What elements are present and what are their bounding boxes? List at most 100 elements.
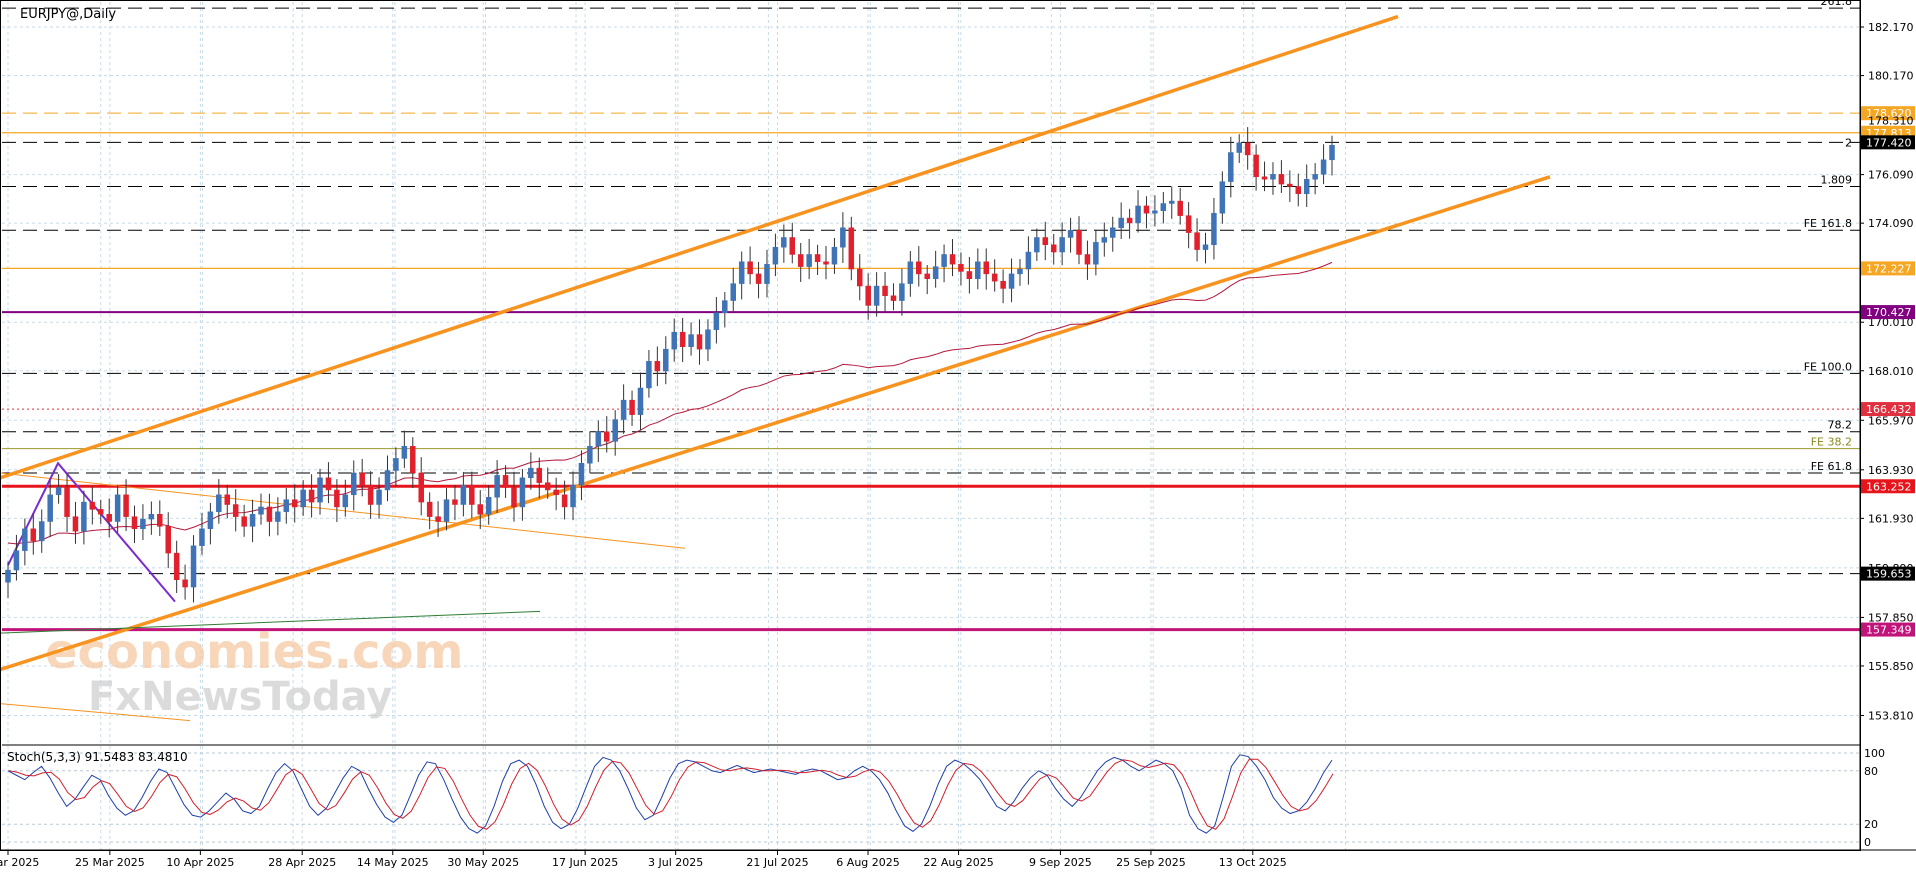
candle (570, 484, 576, 508)
candle (738, 261, 745, 284)
candle (544, 482, 551, 491)
candle (393, 458, 399, 471)
candle (511, 487, 517, 508)
candle (351, 472, 357, 496)
date-tick-label: 30 May 2025 (447, 856, 519, 869)
candle (258, 506, 264, 515)
level-label: 261.8 (1821, 0, 1853, 8)
price-tag-label: 170.427 (1866, 306, 1912, 319)
candle (359, 472, 365, 486)
candle (1067, 229, 1074, 238)
candle (477, 504, 484, 515)
candle (1270, 174, 1276, 180)
candle (932, 266, 939, 280)
candle (1152, 210, 1158, 214)
candle (797, 254, 804, 267)
level-label: 1.809 (1821, 174, 1853, 187)
candle (38, 521, 45, 542)
date-tick-label: 28 Apr 2025 (268, 856, 336, 869)
candle (199, 528, 205, 547)
candle (975, 261, 981, 280)
price-tick-label: 176.090 (1868, 169, 1914, 182)
grid (2, 2, 1860, 850)
candle (1236, 142, 1242, 153)
price-tick-label: 155.850 (1868, 660, 1914, 673)
date-tick-label: 9 Sep 2025 (1029, 856, 1092, 869)
candle (224, 494, 231, 505)
candle (907, 261, 914, 284)
candle (519, 477, 526, 508)
date-tick-label: 21 Jul 2025 (746, 856, 808, 869)
stoch-level-label: 80 (1864, 765, 1878, 778)
triangle-upper-line (0, 472, 686, 549)
candle (882, 285, 888, 296)
date-tick-label: 13 Oct 2025 (1219, 856, 1287, 869)
candle (207, 511, 214, 530)
chart-frame (0, 0, 1861, 851)
candle (1126, 217, 1133, 224)
price-tick-label: 174.090 (1868, 217, 1914, 230)
date-tick-label: 25 Sep 2025 (1116, 856, 1186, 869)
candle (646, 361, 652, 389)
candle (1303, 178, 1310, 195)
level-label: 78.2 (1828, 419, 1853, 432)
candle (620, 399, 627, 420)
candle (1084, 254, 1091, 265)
candle (764, 263, 770, 284)
candle (1261, 176, 1268, 180)
green-trendline (0, 610, 541, 634)
candle (89, 501, 96, 510)
candle (1008, 273, 1015, 289)
price-tags: 178.620178.310177.813177.420172.227170.4… (1861, 106, 1915, 637)
candle (654, 361, 661, 372)
ma-line (7, 261, 1333, 545)
candle (772, 246, 779, 265)
candle (612, 419, 618, 442)
candle (325, 477, 332, 491)
candle (426, 501, 433, 517)
price-tag (1861, 261, 1915, 276)
candle (1093, 242, 1099, 265)
candle (789, 237, 796, 255)
candle (131, 516, 138, 530)
candle (958, 263, 964, 272)
candle (123, 494, 129, 517)
candle (401, 446, 408, 459)
candle (182, 579, 188, 588)
candles (5, 127, 1335, 603)
candle (1211, 212, 1217, 246)
date-tick-label: 14 May 2025 (357, 856, 429, 869)
candle (1050, 244, 1057, 253)
price-tag (1861, 622, 1915, 637)
candle (148, 513, 155, 520)
candle (823, 261, 829, 265)
candle (443, 499, 450, 522)
candle (1329, 144, 1335, 161)
price-tick-label: 168.010 (1868, 365, 1914, 378)
candle (696, 334, 703, 350)
candle (848, 227, 855, 270)
candle (165, 526, 171, 554)
trendlines (0, 14, 1551, 722)
candle (1312, 174, 1318, 180)
date-tick-label: 7 Mar 2025 (0, 856, 39, 869)
candle (663, 348, 669, 372)
candle (502, 475, 509, 488)
candle (114, 494, 121, 522)
level-label: FE 100.0 (1804, 360, 1852, 373)
candle (47, 494, 53, 522)
candle (342, 494, 349, 508)
candle (1295, 186, 1302, 195)
candle (1194, 232, 1200, 250)
candle (232, 504, 239, 517)
candle (308, 489, 315, 503)
candle (924, 273, 930, 280)
candle (13, 550, 20, 571)
candle (1017, 268, 1023, 275)
stoch-level-label: 0 (1864, 836, 1871, 849)
candle (814, 254, 821, 263)
candle (1118, 217, 1124, 229)
channel-lower-line (0, 175, 1551, 672)
